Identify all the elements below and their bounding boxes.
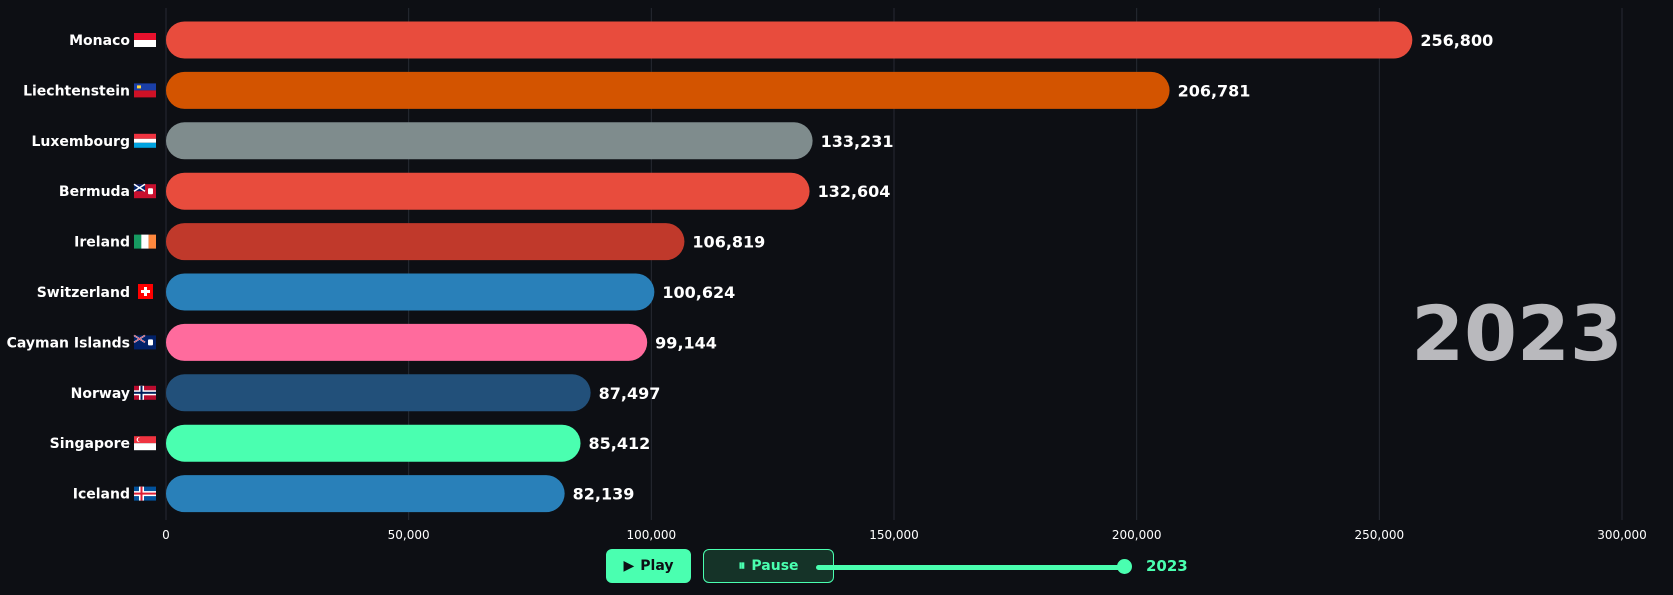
value-label: 82,139	[573, 485, 635, 504]
x-tick-label: 250,000	[1355, 528, 1405, 542]
play-icon: ▶	[623, 558, 635, 574]
flag-part	[134, 492, 156, 495]
value-label: 256,800	[1420, 31, 1493, 50]
year-slider-thumb[interactable]	[1117, 559, 1132, 574]
luxembourg-flag-icon	[134, 133, 156, 148]
category-label: Bermuda	[59, 184, 130, 200]
value-label: 85,412	[589, 434, 651, 453]
bars	[166, 21, 1413, 513]
bar-norway	[166, 374, 591, 412]
x-tick-label: 0	[162, 528, 170, 542]
category-label: Switzerland	[37, 285, 130, 301]
playback-controls: ▶ Play ⏸ Pause 2023	[0, 549, 1673, 585]
flag-part	[134, 436, 156, 444]
flag-part	[134, 133, 156, 139]
pause-icon: ⏸	[738, 558, 746, 574]
flag-part	[134, 443, 156, 451]
flag-part	[134, 142, 156, 148]
category-label: Monaco	[69, 33, 130, 49]
flag-part	[134, 83, 156, 91]
flag-part	[137, 437, 143, 442]
singapore-flag-icon	[134, 436, 156, 451]
play-button[interactable]: ▶ Play	[606, 549, 691, 583]
flag-part	[141, 234, 149, 249]
monaco-flag-icon	[134, 33, 156, 47]
norway-flag-icon	[134, 385, 156, 400]
x-tick-label: 50,000	[388, 528, 430, 542]
flag-part	[133, 183, 146, 192]
year-slider[interactable]	[816, 565, 1124, 570]
bermuda-flag-icon	[133, 183, 156, 199]
category-label: Cayman Islands	[7, 335, 130, 351]
category-label: Ireland	[74, 235, 130, 251]
switzerland-flag-icon	[138, 284, 153, 299]
bar-switzerland	[166, 273, 655, 311]
liechtenstein-flag-icon	[134, 83, 156, 98]
flag-part	[148, 234, 156, 249]
bar-singapore	[166, 424, 581, 462]
category-label: Luxembourg	[31, 134, 130, 150]
value-label: 133,231	[821, 132, 894, 151]
bar-bermuda	[166, 172, 810, 210]
flag-part	[134, 40, 156, 47]
flag-part	[133, 335, 146, 343]
x-tick-label: 100,000	[627, 528, 677, 542]
year-watermark: 2023	[1411, 289, 1623, 378]
iceland-flag-icon	[134, 486, 156, 501]
value-label: 87,497	[599, 384, 661, 403]
flag-part	[148, 188, 153, 195]
value-label: 206,781	[1178, 81, 1251, 100]
flag-part	[148, 339, 153, 346]
value-label: 100,624	[662, 283, 735, 302]
bar-cayman-islands	[166, 323, 648, 361]
year-slider-value: 2023	[1146, 557, 1188, 575]
category-label: Norway	[71, 386, 130, 402]
bar-monaco	[166, 21, 1413, 59]
category-label: Iceland	[73, 487, 130, 503]
x-tick-label: 200,000	[1112, 528, 1162, 542]
flag-part	[141, 290, 150, 293]
value-label: 132,604	[818, 182, 891, 201]
value-label: 106,819	[692, 233, 765, 252]
category-label: Liechtenstein	[23, 83, 130, 99]
ireland-flag-icon	[134, 234, 156, 249]
pause-label: Pause	[751, 558, 799, 574]
flag-part	[137, 85, 141, 89]
flag-part	[134, 391, 156, 394]
category-label: Singapore	[50, 436, 130, 452]
cayman-islands-flag-icon	[133, 334, 156, 350]
bar-ireland	[166, 223, 685, 261]
bar-liechtenstein	[166, 71, 1170, 109]
x-tick-label: 300,000	[1597, 528, 1647, 542]
x-tick-label: 150,000	[869, 528, 919, 542]
flag-part	[134, 90, 156, 98]
play-label: Play	[640, 558, 674, 574]
flag-part	[134, 138, 156, 143]
x-axis-ticks: 0 50,000 100,000 150,000 200,000 250,000 300,0…	[162, 528, 1647, 542]
bar-luxembourg	[166, 122, 813, 160]
value-label: 99,144	[655, 333, 717, 352]
category-labels: Monaco Liechtenstein Luxembourg Bermuda Irel…	[7, 33, 156, 503]
flag-part	[134, 33, 156, 40]
pause-button[interactable]: ⏸ Pause	[703, 549, 834, 583]
value-labels: 256,800 206,781 133,231 132,604 106,819 100,6…	[573, 31, 1494, 504]
flag-part	[134, 234, 142, 249]
bar-iceland	[166, 475, 565, 513]
